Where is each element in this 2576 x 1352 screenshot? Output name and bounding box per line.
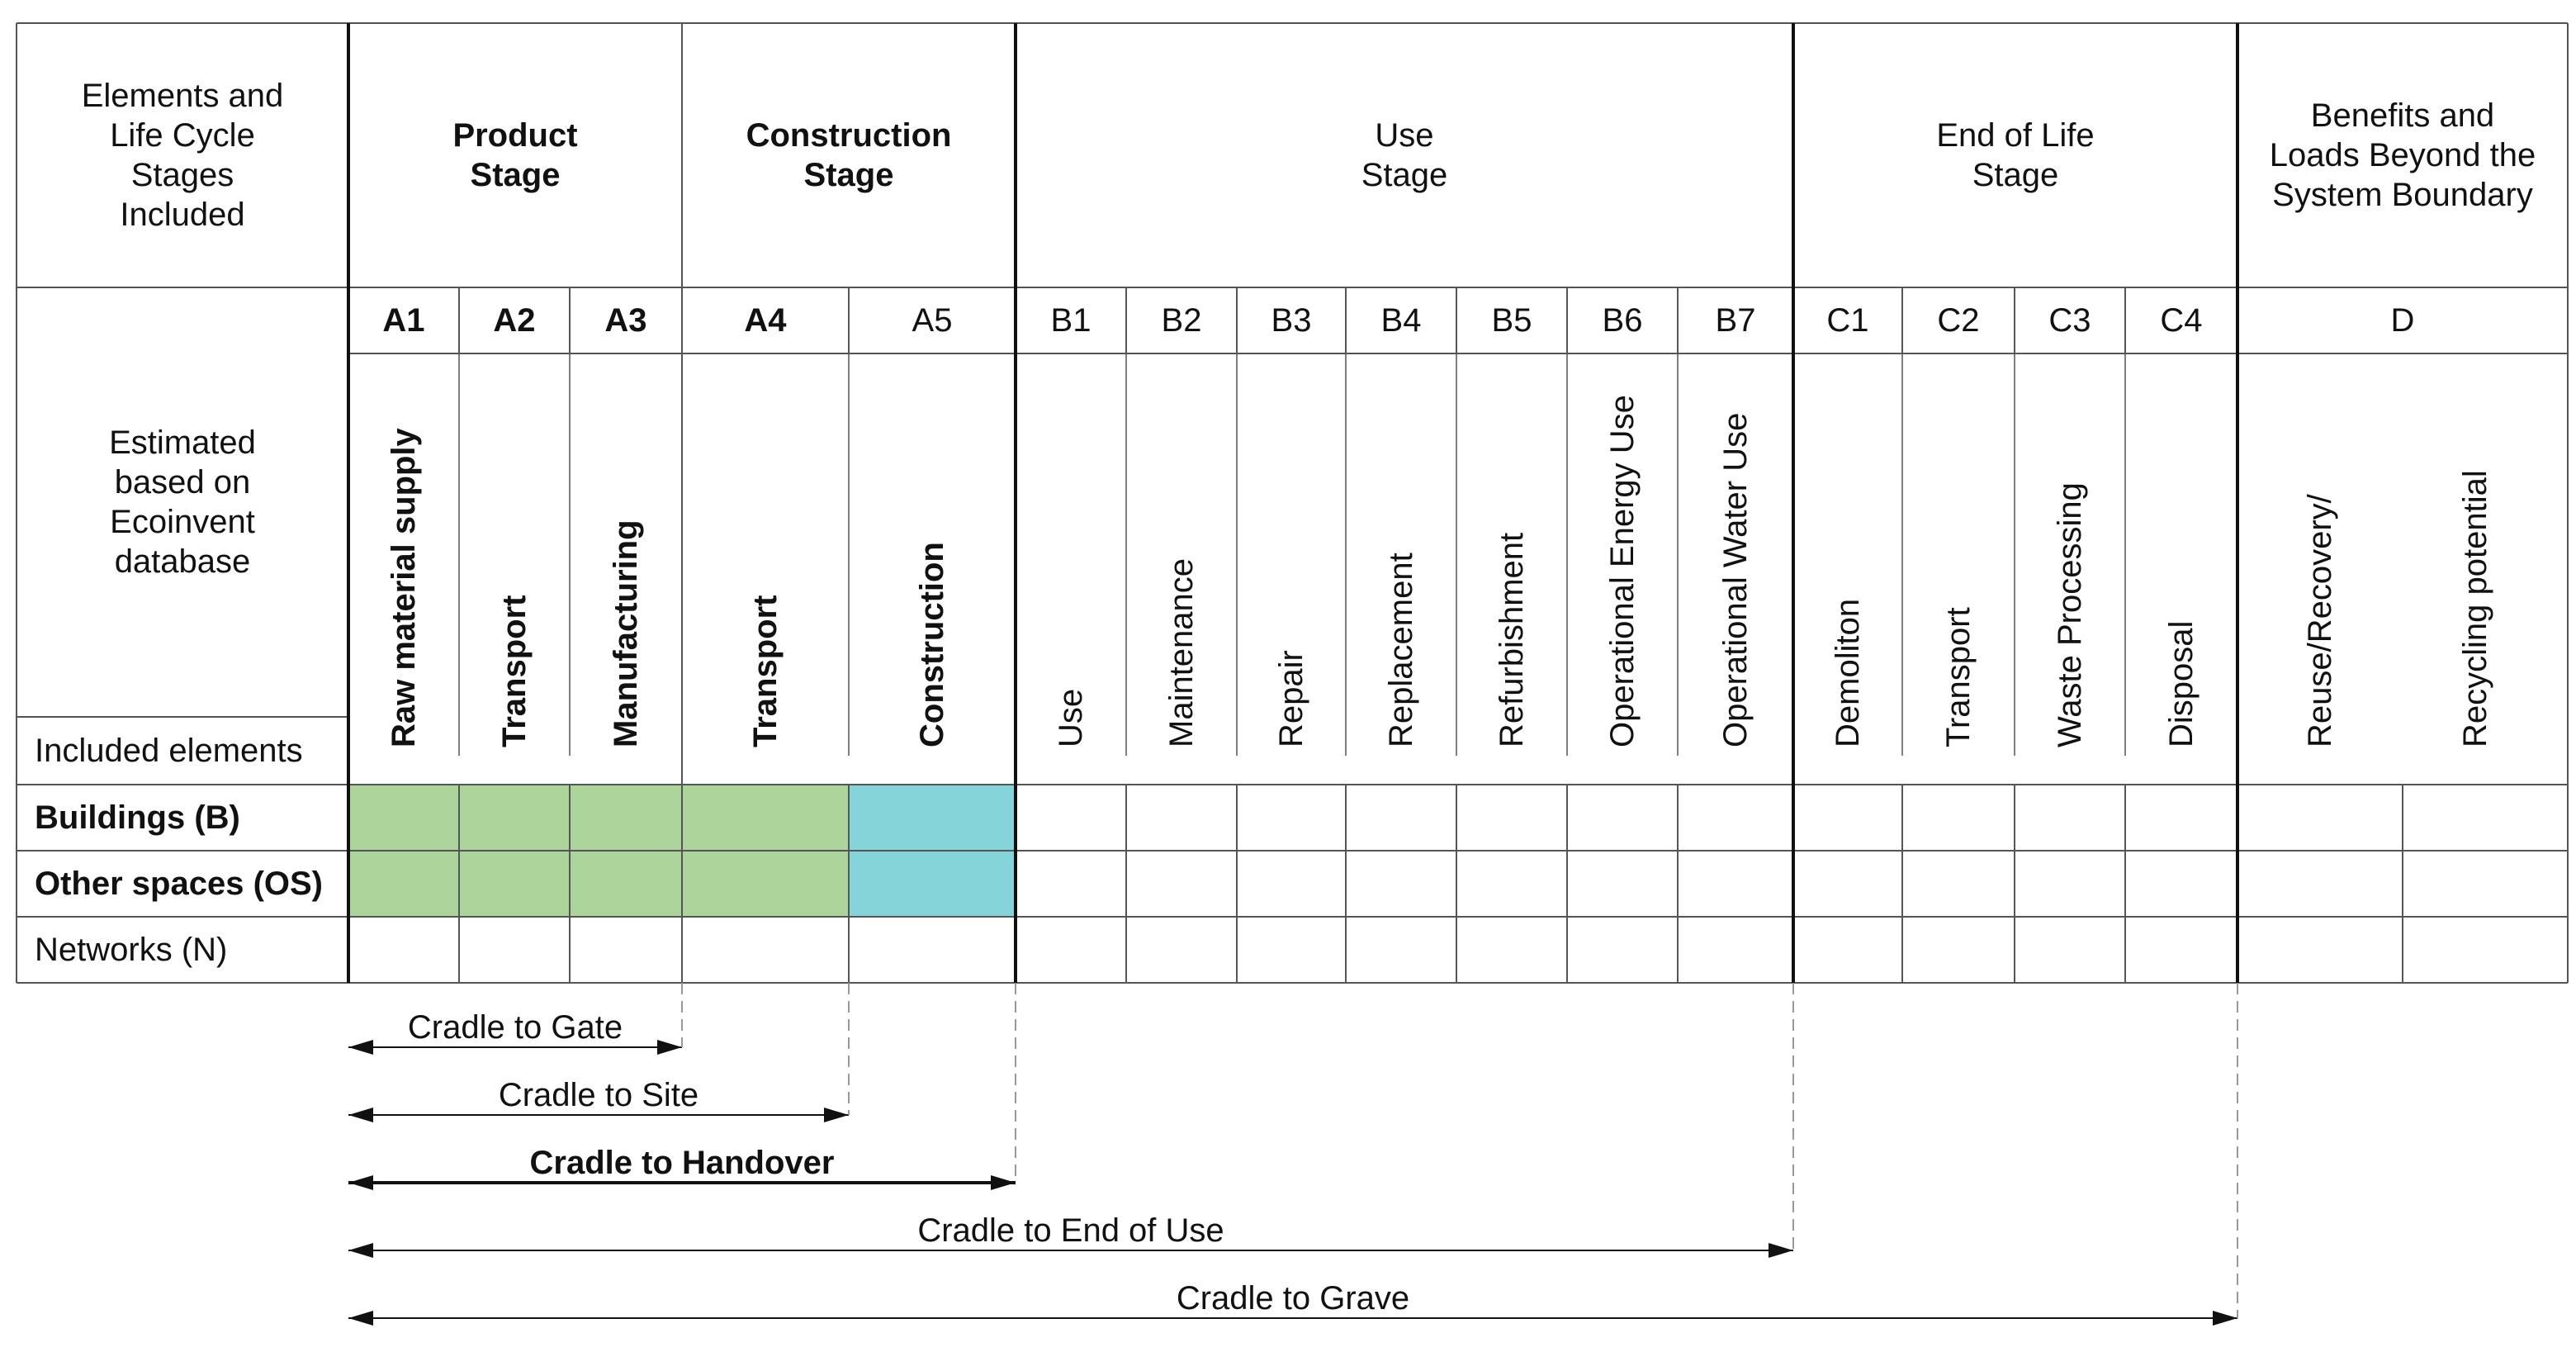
module-name-a4: Transport	[746, 595, 784, 747]
header-product-stage: Product Stage	[452, 117, 578, 193]
fill-green-a1-row2	[348, 851, 459, 917]
fill-green-a4-row2	[682, 851, 849, 917]
module-code-a5: A5	[912, 302, 953, 339]
range-arrowhead-left-4	[348, 1243, 373, 1258]
module-code-d: D	[2390, 302, 2415, 339]
module-name-a2: Transport	[495, 595, 533, 747]
module-code-c1: C1	[1826, 302, 1869, 339]
module-code-b7: B7	[1715, 302, 1756, 339]
module-name-c4: Disposal	[2162, 620, 2200, 747]
module-code-b2: B2	[1161, 302, 1202, 339]
range-arrowhead-right-5	[2213, 1311, 2237, 1326]
module-code-a3: A3	[604, 302, 647, 339]
range-arrowhead-left-1	[348, 1040, 373, 1055]
range-label-5: Cradle to Grave	[1176, 1280, 1410, 1316]
module-name-b5: Refurbishment	[1493, 532, 1530, 747]
estimated-note: Estimated based on Ecoinvent database	[109, 425, 256, 580]
range-arrowhead-right-2	[824, 1108, 849, 1122]
module-name-b2: Maintenance	[1163, 557, 1200, 747]
module-code-b5: B5	[1491, 302, 1532, 339]
fill-green-a3-row2	[570, 851, 682, 917]
module-d-name-1: Reuse/Recovery/	[2301, 494, 2338, 747]
fill-cyan-a5-row1	[849, 785, 1016, 851]
fill-green-a3-row1	[570, 785, 682, 851]
range-label-1: Cradle to Gate	[407, 1009, 623, 1046]
fill-green-a4-row1	[682, 785, 849, 851]
range-label-4: Cradle to End of Use	[917, 1212, 1224, 1249]
module-name-b4: Replacement	[1382, 553, 1419, 747]
range-label-3: Cradle to Handover	[529, 1145, 835, 1181]
range-arrowhead-left-5	[348, 1311, 373, 1326]
row-label-1: Buildings (B)	[35, 799, 240, 836]
module-code-c2: C2	[1937, 302, 1980, 339]
fill-green-a2-row2	[459, 851, 570, 917]
module-code-c3: C3	[2048, 302, 2091, 339]
range-arrowhead-left-3	[348, 1175, 373, 1190]
module-name-b7: Operational Water Use	[1717, 412, 1754, 747]
range-arrowhead-right-4	[1769, 1243, 1793, 1258]
module-code-b3: B3	[1271, 302, 1312, 339]
module-name-c3: Waste Processing	[2051, 482, 2088, 747]
range-arrowhead-right-3	[991, 1175, 1016, 1190]
module-name-c1: Demoliton	[1829, 598, 1866, 747]
range-arrowhead-left-2	[348, 1108, 373, 1122]
module-code-c4: C4	[2160, 302, 2203, 339]
module-name-b3: Repair	[1272, 650, 1309, 747]
fill-green-a2-row1	[459, 785, 570, 851]
module-code-a4: A4	[744, 302, 787, 339]
module-code-b1: B1	[1050, 302, 1091, 339]
module-code-b4: B4	[1380, 302, 1422, 339]
range-label-2: Cradle to Site	[498, 1077, 699, 1113]
module-code-a2: A2	[493, 302, 536, 339]
module-name-b6: Operational Energy Use	[1603, 395, 1641, 747]
module-name-c2: Transport	[1939, 607, 1977, 747]
module-code-b6: B6	[1602, 302, 1643, 339]
row-label-3: Networks (N)	[35, 932, 228, 968]
header-use-stage: Use Stage	[1361, 117, 1448, 193]
module-name-a3: Manufacturing	[607, 519, 644, 747]
module-name-a1: Raw material supply	[385, 428, 422, 747]
range-arrowhead-right-1	[657, 1040, 682, 1055]
header-construction-stage: Construction Stage	[746, 117, 952, 193]
included-elements-label: Included elements	[35, 733, 303, 769]
fill-green-a1-row1	[348, 785, 459, 851]
module-name-b1: Use	[1052, 688, 1089, 747]
header-elements-stages: Elements and Life Cycle Stages Included	[81, 78, 284, 233]
header-end-of-life-stage: End of Life Stage	[1936, 117, 2095, 193]
module-name-a5: Construction	[913, 542, 950, 747]
fill-cyan-a5-row2	[849, 851, 1016, 917]
module-d-name-2: Recycling potential	[2456, 470, 2493, 747]
header-benefits-beyond-boundary: Benefits and Loads Beyond the System Bou…	[2269, 97, 2536, 213]
row-label-2: Other spaces (OS)	[35, 866, 324, 902]
module-code-a1: A1	[382, 302, 425, 339]
